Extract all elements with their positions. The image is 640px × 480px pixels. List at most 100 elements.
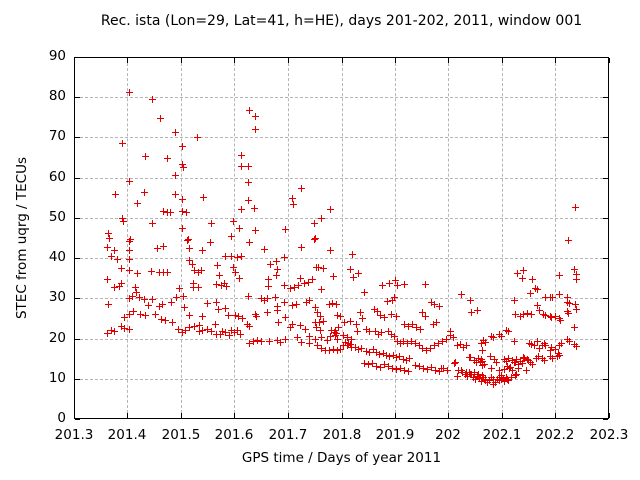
data-point <box>134 270 141 277</box>
y-tick-mark <box>75 339 80 340</box>
data-point <box>317 313 324 320</box>
data-point <box>573 271 580 278</box>
data-point <box>318 215 325 222</box>
data-point <box>175 326 182 333</box>
data-point <box>141 296 148 303</box>
data-point <box>361 360 368 367</box>
data-point <box>540 311 547 318</box>
data-point <box>111 247 118 254</box>
data-point <box>180 293 187 300</box>
data-point <box>388 331 395 338</box>
y-tick-mark-right <box>603 258 608 259</box>
data-point <box>419 309 426 316</box>
data-point <box>357 309 364 316</box>
data-point <box>405 323 412 330</box>
y-tick-mark <box>75 298 80 299</box>
data-point <box>501 366 508 373</box>
data-point <box>498 376 505 383</box>
data-point <box>340 332 347 339</box>
data-point <box>179 208 186 215</box>
data-point <box>261 246 268 253</box>
data-point <box>213 281 220 288</box>
data-point <box>354 328 361 335</box>
data-point <box>532 285 539 292</box>
data-point <box>190 280 197 287</box>
data-point <box>213 299 220 306</box>
data-point <box>564 336 571 343</box>
data-point <box>480 337 487 344</box>
data-point <box>245 197 252 204</box>
data-point <box>420 365 427 372</box>
data-point <box>185 236 192 243</box>
data-point <box>556 315 563 322</box>
data-point <box>264 309 271 316</box>
x-tick-label: 201.4 <box>107 427 147 443</box>
data-point <box>137 311 144 318</box>
data-point <box>272 294 279 301</box>
data-point <box>548 314 555 321</box>
data-point <box>355 346 362 353</box>
data-point <box>330 273 337 280</box>
data-point <box>519 275 526 282</box>
data-point <box>141 189 148 196</box>
data-point <box>385 363 392 370</box>
data-point <box>344 342 351 349</box>
gridline-horizontal <box>75 379 608 380</box>
data-point <box>213 331 220 338</box>
data-point <box>311 220 318 227</box>
gridline-vertical <box>395 58 396 418</box>
data-point <box>274 303 281 310</box>
data-point <box>156 303 163 310</box>
data-point <box>169 319 176 326</box>
data-point <box>320 265 327 272</box>
data-point <box>186 257 193 264</box>
data-point <box>250 338 257 345</box>
x-tick-mark-top <box>448 58 449 63</box>
x-tick-mark-top <box>74 58 75 63</box>
data-point <box>417 326 424 333</box>
data-point <box>493 359 500 366</box>
data-point <box>208 220 215 227</box>
data-point <box>344 334 351 341</box>
data-point <box>525 357 532 364</box>
data-point <box>126 247 133 254</box>
data-point <box>297 275 304 282</box>
data-point <box>291 284 298 291</box>
data-point <box>533 355 540 362</box>
data-point <box>556 291 563 298</box>
data-point <box>373 363 380 370</box>
data-point <box>556 272 563 279</box>
y-tick-label: 40 <box>48 249 66 265</box>
data-point <box>183 209 190 216</box>
data-point <box>470 374 477 381</box>
data-point <box>337 346 344 353</box>
data-point <box>490 381 497 388</box>
data-point <box>191 323 198 330</box>
data-point <box>164 269 171 276</box>
y-tick-mark <box>75 258 80 259</box>
data-point <box>389 365 396 372</box>
data-point <box>486 377 493 384</box>
data-point <box>236 275 243 282</box>
data-point <box>416 342 423 349</box>
data-point <box>513 356 520 363</box>
data-point <box>494 376 501 383</box>
data-point <box>212 321 219 328</box>
data-point <box>422 313 429 320</box>
data-point <box>118 280 125 287</box>
data-point <box>252 227 259 234</box>
data-point <box>488 365 495 372</box>
data-point <box>404 340 411 347</box>
data-point <box>378 329 385 336</box>
data-point <box>127 236 134 243</box>
data-point <box>334 336 341 343</box>
data-point <box>431 301 438 308</box>
data-point <box>274 337 281 344</box>
data-point <box>475 355 482 362</box>
data-point <box>366 349 373 356</box>
data-point <box>393 354 400 361</box>
data-point <box>223 283 230 290</box>
data-point <box>386 353 393 360</box>
gridline-horizontal <box>75 97 608 98</box>
data-point <box>405 368 412 375</box>
